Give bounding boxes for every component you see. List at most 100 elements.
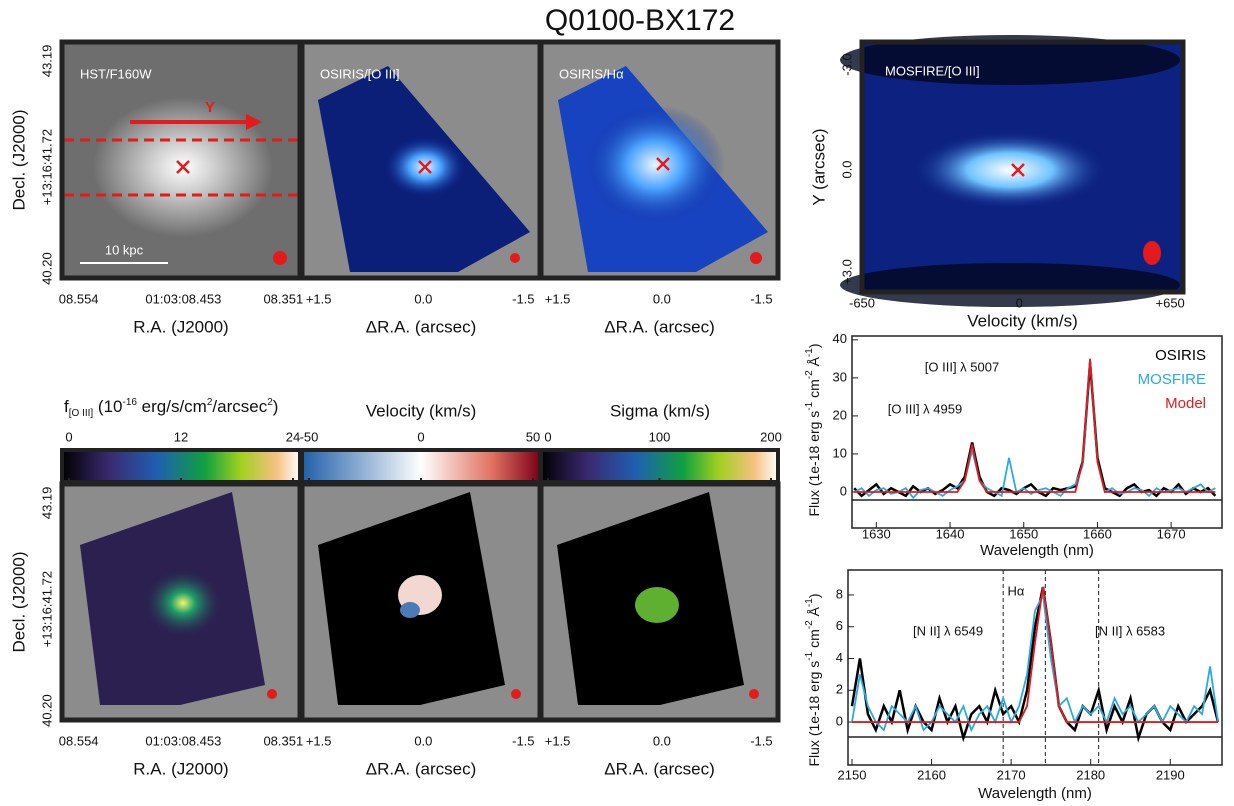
x-tick-label: +1.5 (306, 733, 332, 748)
x-tick-label: 0.0 (653, 291, 671, 306)
x-tick-label: 1660 (1083, 526, 1112, 541)
x-axis-label: R.A. (J2000) (133, 317, 228, 336)
legend-entry: Model (1165, 395, 1206, 412)
panel-label: MOSFIRE/[O III] (885, 63, 980, 78)
y-tick-label: 43.19 (39, 45, 54, 78)
x-axis-label: Wavelength (nm) (978, 785, 1092, 802)
image (840, 263, 1180, 307)
y-tick-label: 40.20 (39, 252, 54, 285)
colorbar-tick-label: 50 (526, 429, 540, 444)
x-axis-label: ΔR.A. (arcsec) (604, 759, 715, 778)
y-tick-label: +13:16:41.72 (39, 571, 54, 647)
y-tick-label: +3.0 (839, 259, 854, 285)
y-axis-label: Decl. (J2000) (9, 109, 28, 210)
colorbar-tick-label: 0 (65, 429, 72, 444)
x-axis-label: ΔR.A. (arcsec) (366, 759, 477, 778)
plot-frame (847, 569, 1223, 766)
y-tick-label: 8 (836, 586, 843, 601)
y-axis-label: Y (arcsec) (809, 128, 828, 205)
x-tick-label: 2150 (838, 767, 867, 782)
y-tick-label: 0.0 (839, 160, 854, 178)
image-panels (59, 35, 1186, 723)
annotation: [N II] λ 6549 (913, 623, 983, 638)
colorbar-tick-label: 200 (760, 429, 782, 444)
panel-label: OSIRIS/[O III] (320, 66, 399, 81)
y-tick-label: 40.20 (39, 694, 54, 727)
psf (267, 241, 1161, 699)
arrow (246, 114, 262, 130)
x-tick-label: 01:03:08.453 (145, 291, 221, 306)
colorbar-label: Velocity (km/s) (366, 401, 477, 420)
image (143, 568, 223, 638)
x-tick-label: -1.5 (750, 733, 772, 748)
annotation: 10 kpc (105, 242, 144, 257)
y-tick-label: 2 (836, 682, 843, 697)
x-tick-label: 2180 (1076, 767, 1105, 782)
colorbar-tick-label: 100 (649, 429, 671, 444)
x-tick-label: 0.0 (414, 733, 432, 748)
colorbar-tick-label: 24 (286, 429, 300, 444)
colorbar-label: Sigma (km/s) (610, 401, 710, 420)
x-tick-label: 0 (1016, 295, 1023, 310)
legend-entry: MOSFIRE (1138, 371, 1206, 388)
x-tick-label: -650 (849, 295, 875, 310)
image (585, 105, 725, 225)
colorbar-tick-label: 0 (544, 429, 551, 444)
x-tick-label: 2190 (1156, 767, 1185, 782)
x-tick-label: 08.554 (59, 291, 99, 306)
panel-label: OSIRIS/Hα (559, 66, 624, 81)
spectrum-line (851, 586, 1219, 723)
y-tick-label: -3.0 (839, 53, 854, 75)
y-tick-label: 43.19 (39, 487, 54, 520)
colorbar-tick-label: 0 (417, 429, 424, 444)
x-tick-label: 1670 (1157, 526, 1186, 541)
y-tick-label: 0 (840, 483, 847, 498)
x-tick-label: +1.5 (306, 291, 332, 306)
annotation: [O III] λ 4959 (888, 401, 962, 416)
spectrum-line (851, 591, 1219, 733)
x-tick-label: 1650 (1009, 526, 1038, 541)
image (400, 602, 420, 618)
annotation: Y (205, 99, 215, 116)
colorbar-tick-label: -50 (300, 429, 319, 444)
x-tick-label: 1640 (936, 526, 965, 541)
x-axis-label: ΔR.A. (arcsec) (604, 317, 715, 336)
y-tick-label: 0 (836, 714, 843, 729)
center-markers (176, 157, 1025, 177)
colorbar-label: f[O III] (10-16 erg/s/cm2/arcsec2) (64, 397, 278, 419)
y-tick-label: 4 (836, 650, 843, 665)
y-tick-label: 40 (833, 331, 847, 346)
spectrum-line (854, 358, 1216, 493)
x-tick-label: 1630 (862, 526, 891, 541)
y-axis-label: Decl. (J2000) (9, 551, 28, 652)
x-tick-label: 08.351 (263, 291, 303, 306)
y-axis-label: Flux (1e-18 erg s-1 cm-2 Å-1) (804, 593, 822, 766)
x-tick-label: -1.5 (512, 733, 534, 748)
image (635, 587, 679, 623)
x-tick-label: -1.5 (512, 291, 534, 306)
spectrum-line (853, 362, 1217, 498)
legend-entry: OSIRIS (1155, 347, 1206, 364)
x-tick-label: 01:03:08.453 (145, 733, 221, 748)
y-axis-label: Flux (1e-18 erg s-1 cm-2 Å-1) (804, 343, 822, 516)
image (915, 132, 1105, 208)
x-axis-label: Velocity (km/s) (967, 311, 1078, 330)
x-tick-label: 0.0 (414, 291, 432, 306)
y-tick-label: +13:16:41.72 (39, 129, 54, 205)
annotation: [N II] λ 6583 (1095, 623, 1165, 638)
colorbar (60, 448, 302, 484)
x-axis-label: ΔR.A. (arcsec) (366, 317, 477, 336)
image (840, 35, 1180, 85)
y-tick-label: 20 (833, 407, 847, 422)
colorbar-tick-label: 12 (174, 429, 188, 444)
y-tick-label: 30 (833, 369, 847, 384)
colorbar (539, 448, 780, 484)
y-tick-label: 10 (833, 445, 847, 460)
y-tick-label: 6 (836, 618, 843, 633)
x-tick-label: +1.5 (545, 291, 571, 306)
annotation: Hα (1008, 583, 1025, 598)
plot-frame (851, 335, 1223, 529)
x-tick-label: 08.351 (263, 733, 303, 748)
x-tick-label: 08.554 (59, 733, 99, 748)
x-tick-label: 2170 (997, 767, 1026, 782)
